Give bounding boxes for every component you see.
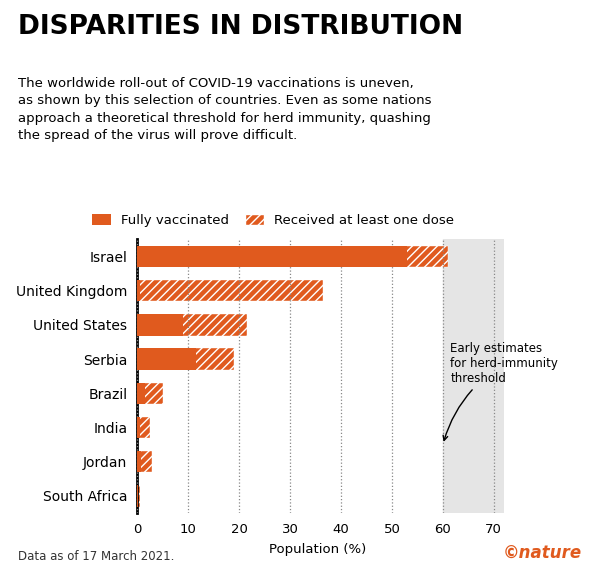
X-axis label: Population (%): Population (%) bbox=[269, 543, 367, 556]
Bar bbox=[137, 382, 163, 404]
Bar bbox=[137, 417, 140, 438]
Bar bbox=[137, 485, 138, 507]
Bar bbox=[137, 246, 407, 267]
Bar bbox=[137, 314, 183, 336]
Bar bbox=[137, 485, 140, 507]
Text: ©nature: ©nature bbox=[503, 545, 582, 563]
Bar bbox=[137, 348, 196, 370]
Bar bbox=[137, 451, 141, 473]
Legend: Fully vaccinated, Received at least one dose: Fully vaccinated, Received at least one … bbox=[92, 214, 454, 227]
Bar bbox=[137, 451, 152, 473]
Bar bbox=[137, 246, 448, 267]
Bar bbox=[137, 417, 150, 438]
Bar bbox=[137, 314, 247, 336]
Text: Early estimates
for herd-immunity
threshold: Early estimates for herd-immunity thresh… bbox=[443, 342, 559, 441]
Text: Data as of 17 March 2021.: Data as of 17 March 2021. bbox=[18, 550, 175, 563]
Bar bbox=[137, 382, 145, 404]
Bar bbox=[137, 280, 140, 302]
Text: DISPARITIES IN DISTRIBUTION: DISPARITIES IN DISTRIBUTION bbox=[18, 14, 463, 40]
Bar bbox=[137, 348, 234, 370]
Text: The worldwide roll-out of COVID-19 vaccinations is uneven,
as shown by this sele: The worldwide roll-out of COVID-19 vacci… bbox=[18, 77, 431, 142]
Bar bbox=[443, 239, 545, 513]
Bar bbox=[137, 280, 323, 302]
